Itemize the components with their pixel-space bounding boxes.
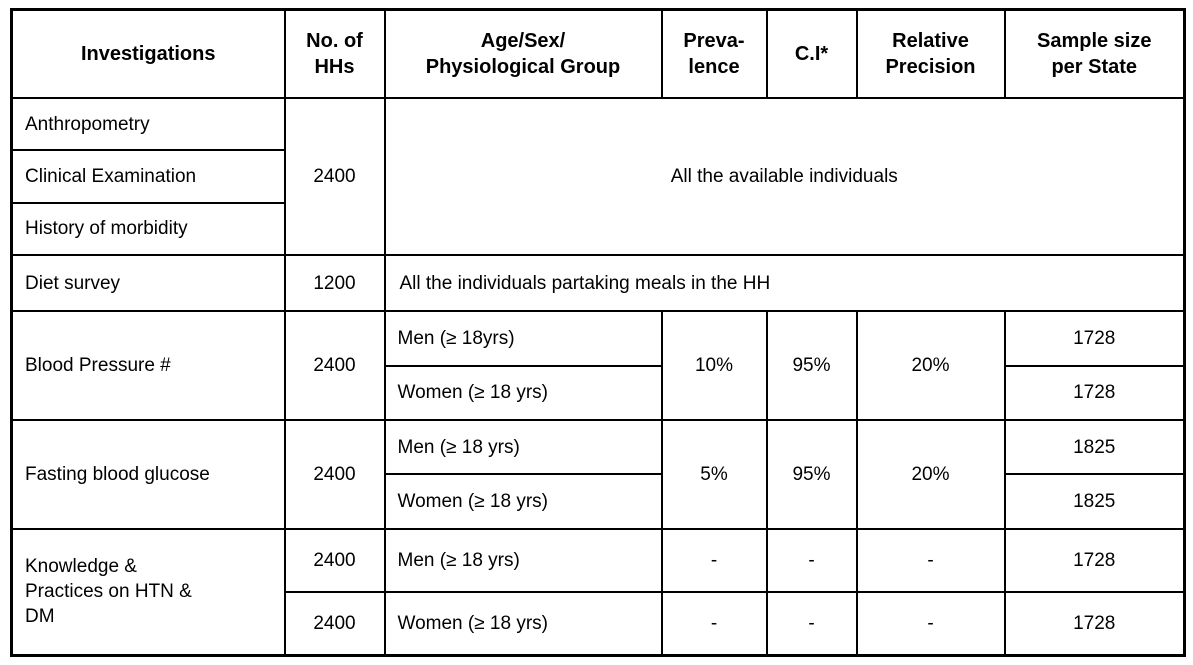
- cell-knowledge-women-precision: -: [855, 591, 1006, 657]
- cell-knowledge-women-hhs: 2400: [283, 591, 386, 657]
- row-knowledge-men: Knowledge & Practices on HTN & DM 2400 M…: [10, 527, 1186, 657]
- cell-knowledge-men-group: Men (≥ 18 yrs): [383, 527, 663, 594]
- cell-bp-precision: 20%: [855, 310, 1006, 421]
- cell-fbg-men-group: Men (≥ 18 yrs): [383, 418, 663, 476]
- cell-bp-ci: 95%: [765, 310, 858, 421]
- row-fasting-glucose-women: Women (≥ 18 yrs) 1825: [12, 473, 1186, 530]
- cell-anthro-hhs: 2400: [283, 97, 386, 256]
- cell-clinical-examination: Clinical Examination: [10, 149, 286, 204]
- cell-knowledge-women-ci: -: [765, 591, 858, 657]
- cell-bp-prevalence: 10%: [660, 310, 768, 421]
- header-prevalence: Preva- lence: [660, 8, 768, 100]
- cell-fbg-women-group: Women (≥ 18 yrs): [383, 473, 663, 530]
- cell-fbg-ci: 95%: [765, 418, 858, 530]
- cell-fbg-women-sample: 1825: [1003, 473, 1186, 530]
- cell-knowledge-men-sample: 1728: [1003, 527, 1186, 594]
- cell-knowledge-men-prevalence: -: [660, 527, 768, 594]
- cell-diet-hhs: 1200: [283, 253, 386, 313]
- cell-fbg-precision: 20%: [855, 418, 1006, 530]
- cell-bp-label: Blood Pressure #: [10, 310, 286, 421]
- cell-fbg-prevalence: 5%: [660, 418, 768, 530]
- header-no-of-hhs: No. of HHs: [283, 8, 386, 100]
- survey-sampling-table: Investigations No. of HHs Age/Sex/ Physi…: [10, 8, 1186, 657]
- cell-knowledge-label: Knowledge & Practices on HTN & DM: [10, 527, 286, 657]
- cell-anthropometry: Anthropometry: [10, 97, 286, 152]
- row-knowledge-women: 2400 Women (≥ 18 yrs) - - - 1728: [12, 591, 1186, 657]
- row-blood-pressure-men: Blood Pressure # 2400 Men (≥ 18yrs) 10% …: [10, 310, 1186, 421]
- cell-diet-survey: Diet survey: [10, 253, 286, 313]
- row-diet-survey: Diet survey 1200 All the individuals par…: [10, 253, 1186, 313]
- cell-bp-men-sample: 1728: [1003, 310, 1186, 367]
- row-anthropometry: Anthropometry 2400 All the available ind…: [10, 97, 1186, 256]
- row-blood-pressure-women: Women (≥ 18 yrs) 1728: [12, 364, 1186, 421]
- header-age-sex-group: Age/Sex/ Physiological Group: [383, 8, 663, 100]
- header-row: Investigations No. of HHs Age/Sex/ Physi…: [10, 8, 1186, 100]
- cell-history-of-morbidity: History of morbidity: [10, 201, 286, 256]
- cell-anthro-note: All the available individuals: [383, 97, 1186, 256]
- cell-fbg-men-sample: 1825: [1003, 418, 1186, 476]
- cell-knowledge-women-group: Women (≥ 18 yrs): [383, 591, 663, 657]
- cell-bp-hhs: 2400: [283, 310, 386, 421]
- row-history-of-morbidity: History of morbidity: [10, 201, 1185, 256]
- cell-knowledge-women-prevalence: -: [660, 591, 768, 657]
- cell-knowledge-women-sample: 1728: [1003, 591, 1186, 657]
- cell-knowledge-men-precision: -: [855, 527, 1006, 594]
- cell-knowledge-men-ci: -: [765, 527, 858, 594]
- header-investigations: Investigations: [10, 8, 286, 100]
- cell-fbg-label: Fasting blood glucose: [10, 418, 286, 530]
- header-relative-precision: Relative Precision: [855, 8, 1006, 100]
- row-fasting-glucose-men: Fasting blood glucose 2400 Men (≥ 18 yrs…: [10, 418, 1186, 530]
- cell-knowledge-men-hhs: 2400: [283, 527, 386, 594]
- header-sample-size: Sample size per State: [1003, 8, 1186, 100]
- row-clinical-examination: Clinical Examination: [10, 149, 1185, 204]
- cell-bp-women-sample: 1728: [1003, 364, 1186, 421]
- cell-fbg-hhs: 2400: [283, 418, 386, 530]
- cell-bp-men-group: Men (≥ 18yrs): [383, 310, 663, 367]
- header-ci: C.I*: [765, 8, 858, 100]
- cell-bp-women-group: Women (≥ 18 yrs): [383, 364, 663, 421]
- cell-diet-note: All the individuals partaking meals in t…: [383, 253, 1186, 313]
